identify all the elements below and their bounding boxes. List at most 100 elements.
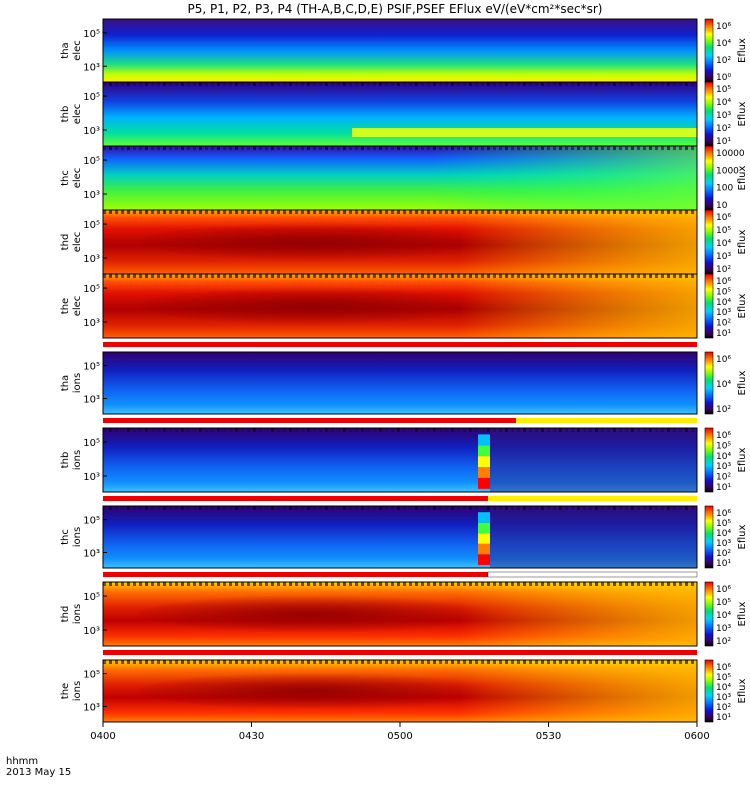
dropout-mark [499, 146, 502, 150]
dropout-mark [481, 582, 484, 586]
dropout-mark [475, 274, 478, 278]
panel-species-label: elec [72, 104, 83, 125]
dropout-mark [109, 146, 112, 150]
colorbar-label: Eflux [737, 165, 748, 190]
dropout-mark [391, 210, 394, 214]
dropout-mark [163, 274, 166, 278]
dropout-mark [121, 82, 124, 86]
dropout-mark [445, 428, 448, 432]
colorbar-tick-label: 10⁶ [716, 355, 731, 365]
dropout-mark [637, 428, 640, 432]
dropout-mark [661, 82, 664, 86]
dropout-mark [649, 210, 652, 214]
dropout-mark [457, 274, 460, 278]
colorbar [704, 505, 714, 569]
flux-spike [478, 554, 490, 565]
dropout-mark [547, 506, 550, 510]
dropout-mark [373, 210, 376, 214]
dropout-mark [517, 82, 520, 86]
dropout-mark [211, 506, 214, 510]
dropout-mark [553, 428, 556, 432]
dropout-mark [577, 660, 580, 664]
dropout-mark [325, 274, 328, 278]
dropout-mark [229, 428, 232, 432]
dropout-mark [361, 660, 364, 664]
dropout-mark [589, 506, 592, 510]
dropout-mark [361, 82, 364, 86]
dropout-mark [421, 146, 424, 150]
colorbar-tick-label: 10⁵ [716, 519, 731, 529]
dropout-mark [325, 660, 328, 664]
dropout-mark [229, 146, 232, 150]
dropout-mark [325, 146, 328, 150]
dropout-mark [397, 660, 400, 664]
dropout-mark [133, 660, 136, 664]
dropout-mark [427, 506, 430, 510]
dropout-mark [649, 146, 652, 150]
dropout-mark [445, 274, 448, 278]
dropout-mark [589, 82, 592, 86]
dropout-mark [433, 146, 436, 150]
dropout-mark [433, 506, 436, 510]
dropout-mark [481, 82, 484, 86]
dropout-mark [505, 428, 508, 432]
dropout-mark [199, 274, 202, 278]
dropout-mark [409, 660, 412, 664]
dropout-mark [181, 146, 184, 150]
dropout-mark [367, 582, 370, 586]
dropout-mark [331, 274, 334, 278]
dropout-mark [667, 82, 670, 86]
dropout-mark [565, 428, 568, 432]
y-tick-label: 10⁵ [83, 284, 100, 295]
colorbar-tick-label: 10¹ [716, 713, 731, 723]
dropout-mark [583, 428, 586, 432]
panel-species-label: elec [72, 40, 83, 61]
panel-species-label: ions [72, 527, 83, 547]
dropout-mark [313, 506, 316, 510]
dropout-mark [211, 428, 214, 432]
dropout-mark [511, 582, 514, 586]
dropout-mark [559, 428, 562, 432]
dropout-mark [607, 428, 610, 432]
colorbar-tick-label: 10⁶ [716, 213, 731, 223]
dropout-mark [463, 82, 466, 86]
dropout-mark [265, 146, 268, 150]
y-tick-label: 10³ [83, 62, 100, 73]
dropout-mark [427, 660, 430, 664]
dropout-mark [589, 146, 592, 150]
dropout-mark [439, 660, 442, 664]
dropout-mark [463, 660, 466, 664]
dropout-mark [481, 660, 484, 664]
dropout-mark [607, 582, 610, 586]
dropout-mark [151, 506, 154, 510]
dropout-mark [343, 146, 346, 150]
dropout-mark [481, 506, 484, 510]
dropout-mark [397, 146, 400, 150]
dropout-mark [427, 146, 430, 150]
dropout-mark [229, 582, 232, 586]
dropout-mark [169, 428, 172, 432]
dropout-mark [451, 660, 454, 664]
dropout-mark [157, 82, 160, 86]
y-tick-label: 10⁵ [83, 92, 100, 103]
dropout-mark [295, 274, 298, 278]
dropout-mark [463, 210, 466, 214]
dropout-mark [157, 582, 160, 586]
dropout-mark [625, 582, 628, 586]
dropout-mark [355, 506, 358, 510]
dropout-mark [499, 506, 502, 510]
dropout-mark [679, 274, 682, 278]
dropout-mark [679, 582, 682, 586]
dropout-mark [103, 660, 106, 664]
dropout-mark [415, 146, 418, 150]
dropout-mark [439, 146, 442, 150]
dropout-mark [193, 582, 196, 586]
dropout-mark [109, 210, 112, 214]
dropout-mark [307, 428, 310, 432]
dropout-mark [541, 146, 544, 150]
dropout-mark [619, 660, 622, 664]
dropout-mark [457, 82, 460, 86]
dropout-mark [529, 428, 532, 432]
